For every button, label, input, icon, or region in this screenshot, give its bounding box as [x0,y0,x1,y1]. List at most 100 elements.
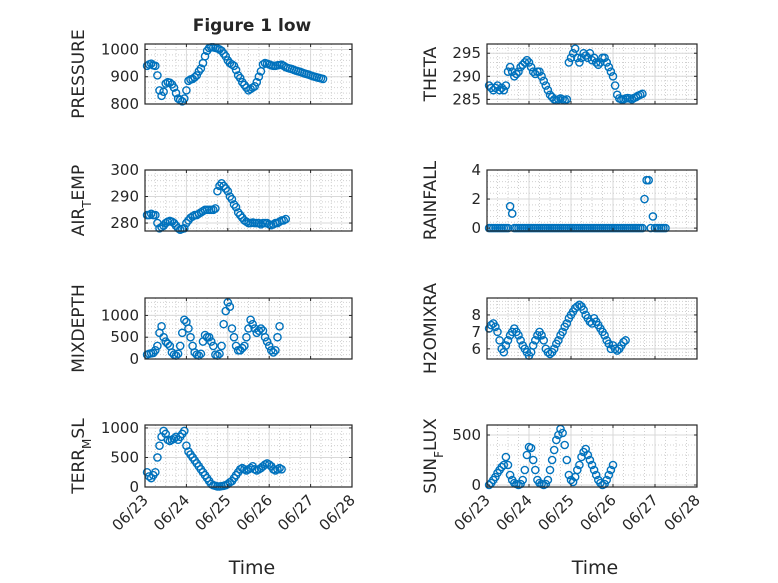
data-point [514,330,523,340]
y-axis-label: RAINFALL [421,160,441,240]
data-point [146,59,156,68]
data-point [604,470,614,480]
data-point [575,300,584,310]
data-point [237,343,247,353]
data-point [520,465,530,475]
data-point [503,460,513,470]
data-point [608,460,618,470]
y-tick-label: 900 [110,68,139,86]
data-point [184,324,193,333]
data-point [491,83,500,93]
axes-box [144,424,353,488]
data-point [499,85,509,95]
data-point [169,83,179,92]
x-tick-label: 06/26 [577,491,620,534]
data-point [495,336,504,345]
y-tick-label: 2 [471,190,481,208]
data-point [646,223,656,233]
data-point [281,214,291,224]
data-point [271,345,280,355]
data-point [602,58,612,67]
data-point [648,212,658,221]
data-point [602,475,612,485]
data-point [153,341,162,351]
data-point [568,48,578,58]
data-point [608,72,618,81]
data-series [484,44,647,105]
data-point [661,223,670,233]
y-tick-label: 0 [471,476,481,494]
data-point [175,341,185,351]
data-point [223,186,233,196]
y-tick-label: 1000 [101,40,139,58]
data-point [186,332,195,342]
x-tick-label: 06/23 [109,491,152,534]
data-point [596,58,605,67]
data-point [549,344,559,354]
data-point [153,453,162,462]
x-tick-label: 06/26 [233,491,276,534]
data-point [612,346,622,355]
data-point [171,88,181,98]
data-point [250,81,260,91]
x-tick-label: 06/25 [191,491,234,534]
data-point [231,65,241,75]
data-point [211,204,220,213]
data-point [491,322,500,332]
data-point [151,210,160,220]
data-point [196,349,206,359]
data-point [589,53,599,63]
y-tick-label: 500 [110,328,139,346]
data-point [165,78,175,88]
data-point [528,67,538,76]
data-point [531,465,540,475]
y-tick-label: 1000 [101,419,139,437]
data-point [621,336,630,345]
x-tick-label: 06/24 [150,491,193,534]
data-point [148,348,158,358]
data-point [528,341,538,350]
axes-box [486,169,698,232]
data-point [573,465,582,475]
data-point [264,341,274,351]
data-point [260,332,270,342]
x-axis-label-right: Time [571,557,619,579]
data-point [638,89,647,99]
data-point [562,95,572,104]
data-point [583,53,593,63]
data-point [514,67,523,76]
data-point [558,327,567,337]
data-point [543,347,553,357]
data-point [570,44,580,53]
data-point [486,320,496,330]
data-point [537,330,546,340]
data-point [531,336,540,345]
data-point [246,315,255,325]
grid-lines [486,43,698,105]
y-tick-label: 0 [129,350,139,368]
data-point [541,81,551,90]
x-tick-label: 06/23 [451,491,494,534]
data-point [248,83,257,92]
data-point [227,194,237,204]
data-point [159,332,168,342]
data-point [182,86,191,95]
data-point [155,86,164,95]
data-point [512,69,521,79]
y-axis-label: TERRMSL [69,418,94,495]
data-point [180,315,189,325]
x-tick-label: 06/28 [661,491,704,534]
data-point [225,302,235,312]
y-axis-label: H2OMIXRA [421,283,441,374]
y-axis-label: AIRTEMP [69,165,94,236]
y-tick-label: 0 [129,478,139,496]
data-point [173,349,183,359]
data-point [564,58,574,67]
data-point [579,305,588,315]
data-point [543,85,553,95]
data-point [640,194,649,204]
data-series [484,175,670,233]
x-tick-label: 06/25 [535,491,578,534]
y-tick-label: 4 [471,161,481,179]
